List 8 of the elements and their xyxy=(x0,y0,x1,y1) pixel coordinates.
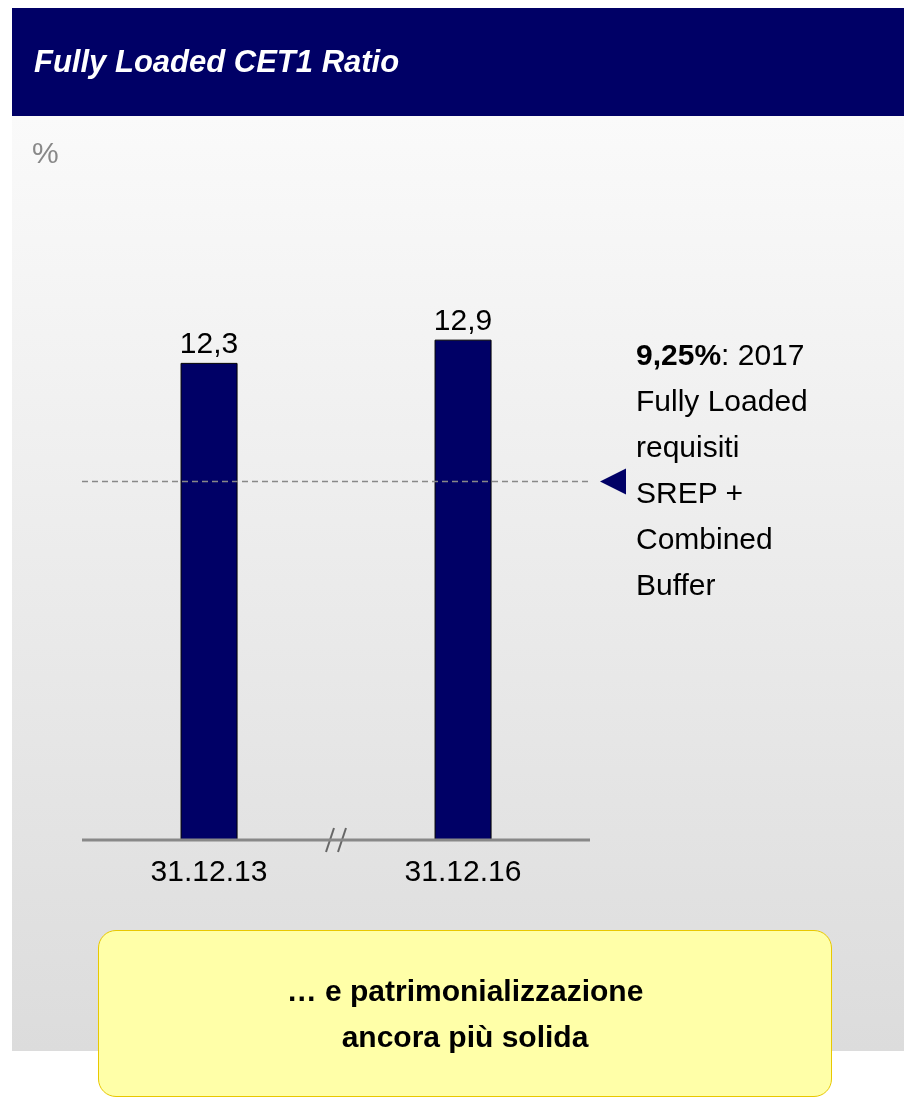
text: … e patrimonializzazione ancora più solida xyxy=(98,930,832,1097)
text: % xyxy=(32,136,59,170)
data-label: 12,3 xyxy=(179,326,239,360)
data-label: 12,9 xyxy=(433,303,493,337)
ref-line-label: 9,25%: 2017 Fully Loaded requisiti SREP + Combined Buffer xyxy=(636,336,809,603)
x-tick-label: 31.12.13 xyxy=(150,854,268,888)
chart-title: Fully Loaded CET1 Ratio xyxy=(12,8,904,116)
x-tick-label: 31.12.16 xyxy=(404,854,522,888)
